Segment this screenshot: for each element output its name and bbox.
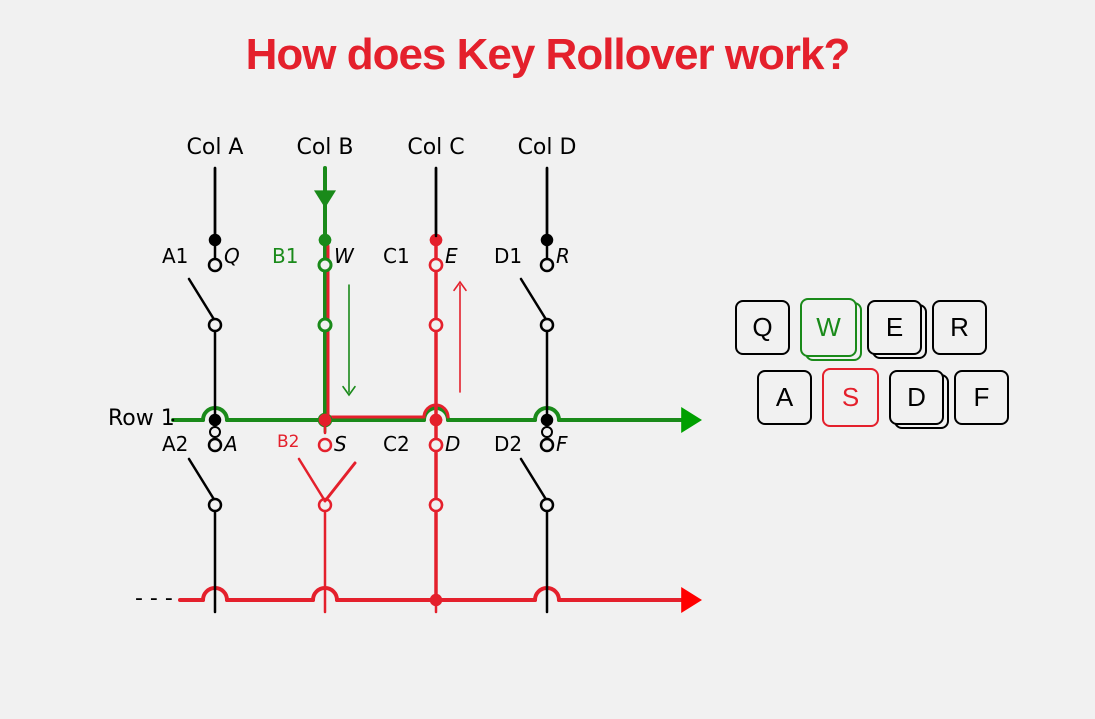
switch-label-a1: A1 (162, 244, 188, 268)
key-label-w: W (334, 244, 354, 268)
switch-label-d1: D1 (494, 244, 522, 268)
keycap-d: D (889, 370, 944, 425)
keycap-q: Q (735, 300, 790, 355)
switch-label-d2: D2 (494, 432, 522, 456)
switch-label-b1: B1 (272, 244, 298, 268)
keycap-a: A (757, 370, 812, 425)
row-label-dashes: - - - (135, 586, 173, 611)
circuit-diagram (0, 0, 1095, 719)
key-label-d: D (445, 432, 460, 456)
switch-label-c1: C1 (383, 244, 410, 268)
key-label-s: S (334, 432, 347, 456)
col-label-c: Col C (406, 135, 466, 160)
switch-label-a2: A2 (162, 432, 188, 456)
keycap-e: E (867, 300, 922, 355)
switch-label-b2: B2 (277, 432, 299, 452)
key-label-f: F (556, 432, 568, 456)
col-label-b: Col B (295, 135, 355, 160)
key-label-r: R (556, 244, 570, 268)
keycap-r: R (932, 300, 987, 355)
key-label-a: A (224, 432, 238, 456)
switch-label-c2: C2 (383, 432, 410, 456)
col-label-d: Col D (517, 135, 577, 160)
key-label-q: Q (224, 244, 240, 268)
row-label-1: Row 1 (108, 406, 175, 431)
col-label-a: Col A (185, 135, 245, 160)
key-label-e: E (445, 244, 458, 268)
keycap-f: F (954, 370, 1009, 425)
keycap-s: S (822, 368, 879, 427)
diagram-canvas: { "title": { "text": "How does Key Rollo… (0, 0, 1095, 719)
keycap-w: W (800, 298, 857, 357)
